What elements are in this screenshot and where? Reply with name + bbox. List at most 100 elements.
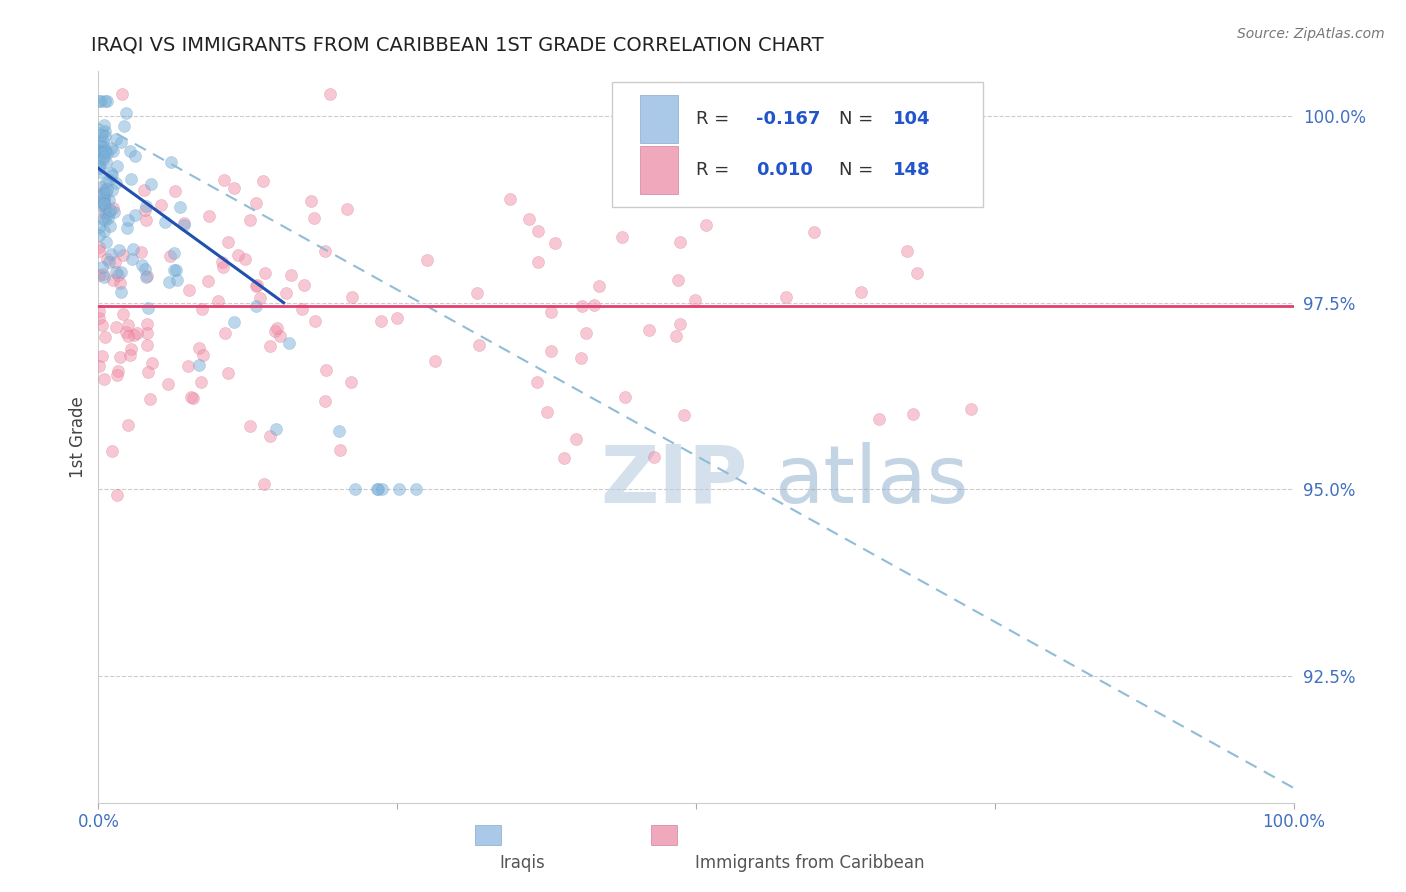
Point (163, 245, 186, 260)
Point (366, 483, 388, 497)
Point (112, 307, 135, 321)
Point (132, 182, 155, 196)
Point (264, 324, 287, 338)
Point (540, 343, 562, 358)
Point (100, 141, 122, 155)
Point (160, 154, 183, 169)
Point (90, 139, 112, 153)
Point (94, 205, 117, 219)
Point (280, 268, 302, 283)
Point (103, 205, 125, 219)
Point (127, 326, 149, 341)
Point (180, 390, 202, 404)
Point (336, 202, 359, 216)
Point (207, 293, 229, 308)
Point (118, 348, 141, 362)
Point (239, 418, 262, 433)
Point (120, 342, 142, 356)
Point (90, 145, 112, 159)
Point (637, 323, 659, 337)
Point (93, 139, 115, 153)
Text: atlas: atlas (773, 442, 967, 520)
Point (191, 348, 214, 362)
Point (115, 106, 138, 120)
Text: -0.167: -0.167 (756, 110, 820, 128)
Point (499, 192, 522, 206)
Point (416, 252, 439, 267)
Point (124, 149, 146, 163)
Point (87, 220, 110, 235)
Point (135, 269, 157, 284)
Text: Immigrants from Caribbean: Immigrants from Caribbean (695, 854, 924, 872)
Point (179, 283, 201, 297)
Point (136, 338, 159, 352)
Point (87, 311, 110, 326)
Point (115, 325, 138, 339)
Point (669, 317, 692, 331)
Point (672, 408, 695, 422)
Point (110, 87, 132, 101)
Point (93, 192, 115, 206)
Point (157, 275, 180, 289)
Point (90, 146, 112, 161)
Point (135, 213, 157, 227)
Point (233, 252, 256, 266)
Point (98, 193, 121, 207)
Point (94, 175, 117, 189)
Point (340, 290, 363, 304)
Bar (651, 825, 676, 846)
Point (159, 249, 181, 263)
Point (131, 258, 153, 272)
Point (108, 244, 131, 258)
Point (191, 301, 214, 316)
Point (136, 365, 159, 379)
Point (773, 192, 796, 206)
Point (101, 443, 124, 458)
Point (526, 375, 548, 389)
Text: IRAQI VS IMMIGRANTS FROM CARIBBEAN 1ST GRADE CORRELATION CHART: IRAQI VS IMMIGRANTS FROM CARIBBEAN 1ST G… (91, 36, 824, 54)
Point (107, 268, 129, 283)
Text: 0.010: 0.010 (756, 161, 813, 179)
Point (245, 279, 267, 293)
Point (97, 211, 120, 225)
Bar (640, 146, 678, 194)
Point (101, 273, 124, 287)
Point (96, 146, 118, 161)
Point (104, 176, 127, 190)
Point (163, 184, 186, 198)
Point (173, 216, 195, 230)
Point (165, 262, 187, 277)
Point (173, 218, 195, 232)
Point (665, 329, 688, 343)
Point (105, 488, 128, 502)
Point (135, 317, 157, 331)
Point (98, 219, 121, 233)
Point (94, 235, 117, 249)
Point (136, 301, 159, 316)
Point (100, 169, 122, 183)
Point (314, 244, 336, 258)
Point (96, 94, 118, 108)
Point (344, 483, 367, 497)
Point (93, 372, 115, 386)
FancyBboxPatch shape (613, 82, 983, 207)
Point (89, 159, 111, 173)
Point (135, 199, 157, 213)
Point (253, 266, 276, 280)
Point (423, 354, 446, 368)
Point (863, 168, 886, 182)
Point (98, 173, 121, 187)
Point (465, 286, 488, 301)
Point (239, 213, 262, 227)
Point (269, 329, 291, 343)
Point (266, 321, 288, 335)
Point (141, 356, 163, 370)
Point (124, 208, 146, 222)
Point (212, 173, 235, 187)
Point (108, 350, 131, 364)
Point (91, 260, 114, 274)
Point (571, 300, 593, 314)
Text: N =: N = (839, 161, 879, 179)
Point (110, 265, 132, 279)
Point (169, 200, 191, 214)
